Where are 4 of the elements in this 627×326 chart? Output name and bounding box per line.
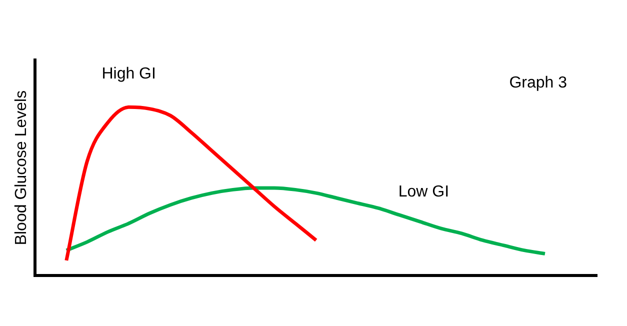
caption: Graph 3 (509, 74, 568, 92)
series-label: Low GI (398, 183, 450, 200)
series-label: High GI (102, 66, 156, 83)
y-axis-title: Blood Glucose Levels (13, 90, 30, 246)
